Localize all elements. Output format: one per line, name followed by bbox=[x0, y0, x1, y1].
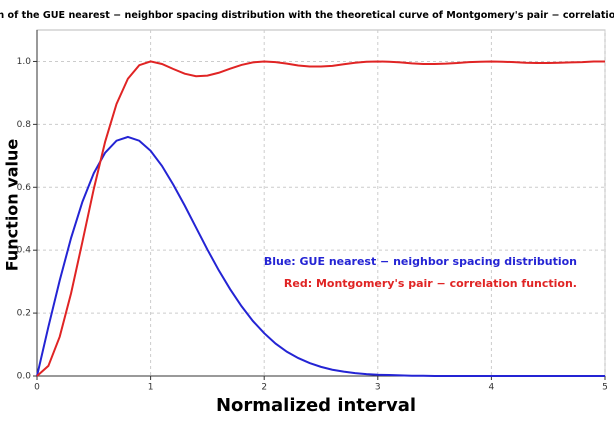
x-tick-label: 1 bbox=[148, 383, 154, 393]
x-tick-label: 5 bbox=[602, 383, 608, 393]
x-tick-label: 2 bbox=[261, 383, 267, 393]
y-tick-label: 0.6 bbox=[17, 183, 32, 193]
legend-entry: Blue: GUE nearest − neighbor spacing dis… bbox=[264, 255, 577, 268]
y-tick-label: 0.4 bbox=[17, 246, 32, 256]
y-axis-label: Function value bbox=[3, 139, 22, 272]
series-line bbox=[36, 60, 605, 377]
x-tick-label: 4 bbox=[489, 383, 495, 393]
y-tick-label: 1.0 bbox=[17, 57, 32, 67]
legend-entry: Red: Montgomery's pair − correlation fun… bbox=[284, 277, 577, 290]
x-tick-label: 0 bbox=[34, 383, 40, 393]
x-tick-label: 3 bbox=[375, 383, 381, 393]
y-tick-label: 0.0 bbox=[17, 372, 32, 382]
y-tick-label: 0.8 bbox=[17, 120, 32, 130]
x-axis-label: Normalized interval bbox=[216, 395, 416, 416]
plot-frame bbox=[36, 29, 606, 377]
chart-title: Comparison of the GUE nearest − neighbor… bbox=[0, 10, 614, 21]
series-line bbox=[36, 135, 605, 377]
y-tick-label: 0.2 bbox=[17, 309, 31, 319]
